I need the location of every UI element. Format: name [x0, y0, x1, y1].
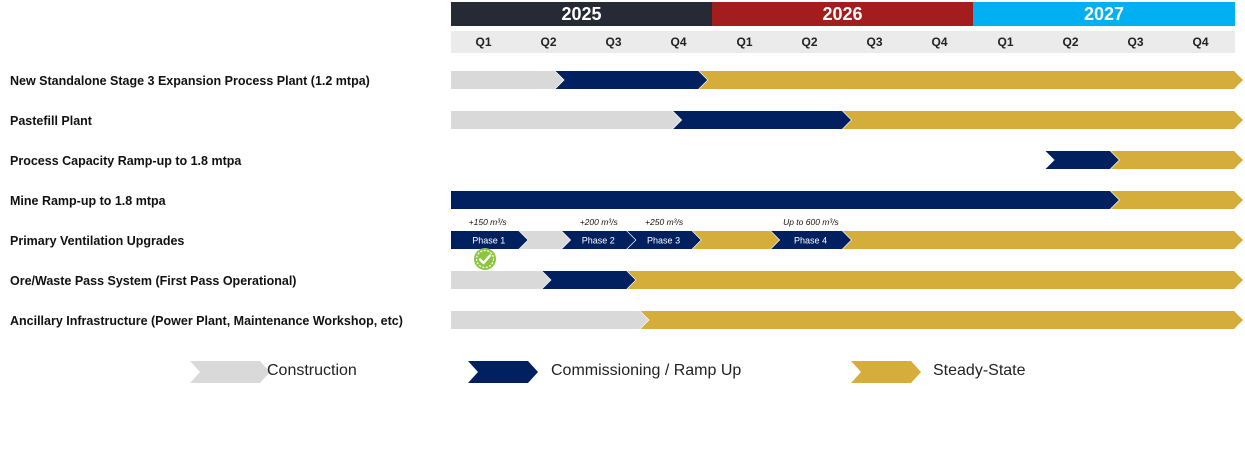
gantt-bar-steady — [692, 231, 780, 249]
quarter-label: Q4 — [1192, 35, 1209, 49]
row-label-ore-waste-pass: Ore/Waste Pass System (First Pass Operat… — [10, 274, 297, 288]
gantt-bar-steady — [627, 271, 1243, 289]
row-label-stage3-plant: New Standalone Stage 3 Expansion Process… — [10, 74, 370, 88]
quarter-label: Q1 — [997, 35, 1014, 49]
phase-label: Phase 1 — [472, 236, 505, 246]
gantt-bar-commissioning — [451, 231, 528, 249]
row-label-ancillary: Ancillary Infrastructure (Power Plant, M… — [10, 314, 403, 328]
gantt-bar-construction — [451, 311, 649, 329]
gantt-bar-steady — [843, 231, 1243, 249]
year-2027-header: 2027 — [973, 2, 1235, 26]
check-badge-icon — [474, 248, 496, 270]
gantt-bar-commissioning — [1045, 151, 1119, 169]
year-2026-header: 2026 — [712, 2, 973, 26]
quarter-label: Q3 — [605, 35, 622, 49]
legend-commissioning-label: Commissioning / Ramp Up — [551, 362, 742, 379]
gantt-bar-commissioning — [451, 191, 1119, 209]
phase-label: Phase 3 — [647, 236, 680, 246]
gantt-bar-construction — [451, 71, 564, 89]
quarter-header-row: Q1 Q2 Q3 Q4 Q1 Q2 Q3 Q4 Q1 Q2 Q3 Q4 — [451, 31, 1235, 53]
quarter-label: Q1 — [736, 35, 753, 49]
year-label: 2025 — [561, 3, 602, 24]
vent-note-phase-3: +250 m³/s — [645, 217, 684, 227]
row-label-ventilation: Primary Ventilation Upgrades — [10, 234, 185, 248]
gantt-bar-construction — [451, 111, 682, 129]
gantt-bar-commissioning — [673, 111, 851, 129]
legend-steady-label: Steady-State — [933, 362, 1026, 379]
gantt-bar-construction — [519, 231, 571, 249]
quarter-label: Q3 — [1127, 35, 1144, 49]
year-2025-header: 2025 — [451, 2, 712, 26]
row-label-mine-rampup: Mine Ramp-up to 1.8 mtpa — [10, 194, 166, 208]
gantt-bar-steady — [1110, 151, 1243, 169]
gantt-bar-commissioning — [562, 231, 636, 249]
gantt-bar-steady — [1110, 191, 1243, 209]
gantt-bar-construction — [451, 271, 551, 289]
gantt-bar-steady — [843, 111, 1243, 129]
quarter-label: Q3 — [866, 35, 883, 49]
year-label: 2026 — [822, 3, 863, 24]
vent-note-phase-4: Up to 600 m³/s — [783, 217, 839, 227]
gantt-bar-commissioning — [627, 231, 701, 249]
quarter-label: Q4 — [670, 35, 687, 49]
gantt-bar-commissioning — [771, 231, 851, 249]
quarter-label: Q2 — [540, 35, 557, 49]
legend-commissioning-swatch — [468, 361, 538, 383]
legend-steady-swatch — [851, 361, 921, 383]
year-label: 2027 — [1083, 3, 1125, 24]
gantt-bar-steady — [640, 311, 1243, 329]
row-label-pastefill: Pastefill Plant — [10, 114, 92, 128]
vent-note-phase-2: +200 m³/s — [579, 217, 618, 227]
quarter-label: Q4 — [931, 35, 948, 49]
gantt-bar-commissioning — [542, 271, 636, 289]
phase-label: Phase 4 — [794, 236, 827, 246]
legend-construction-label: Construction — [267, 362, 357, 379]
gantt-bar-commissioning — [555, 71, 708, 89]
gantt-bar-steady — [699, 71, 1243, 89]
phase-label: Phase 2 — [582, 236, 615, 246]
quarter-label: Q1 — [475, 35, 492, 49]
vent-note-phase-1: +150 m³/s — [468, 217, 507, 227]
row-label-process-rampup: Process Capacity Ramp-up to 1.8 mtpa — [10, 154, 242, 168]
quarter-label: Q2 — [1062, 35, 1079, 49]
quarter-label: Q2 — [801, 35, 818, 49]
legend-construction-swatch — [190, 361, 270, 383]
